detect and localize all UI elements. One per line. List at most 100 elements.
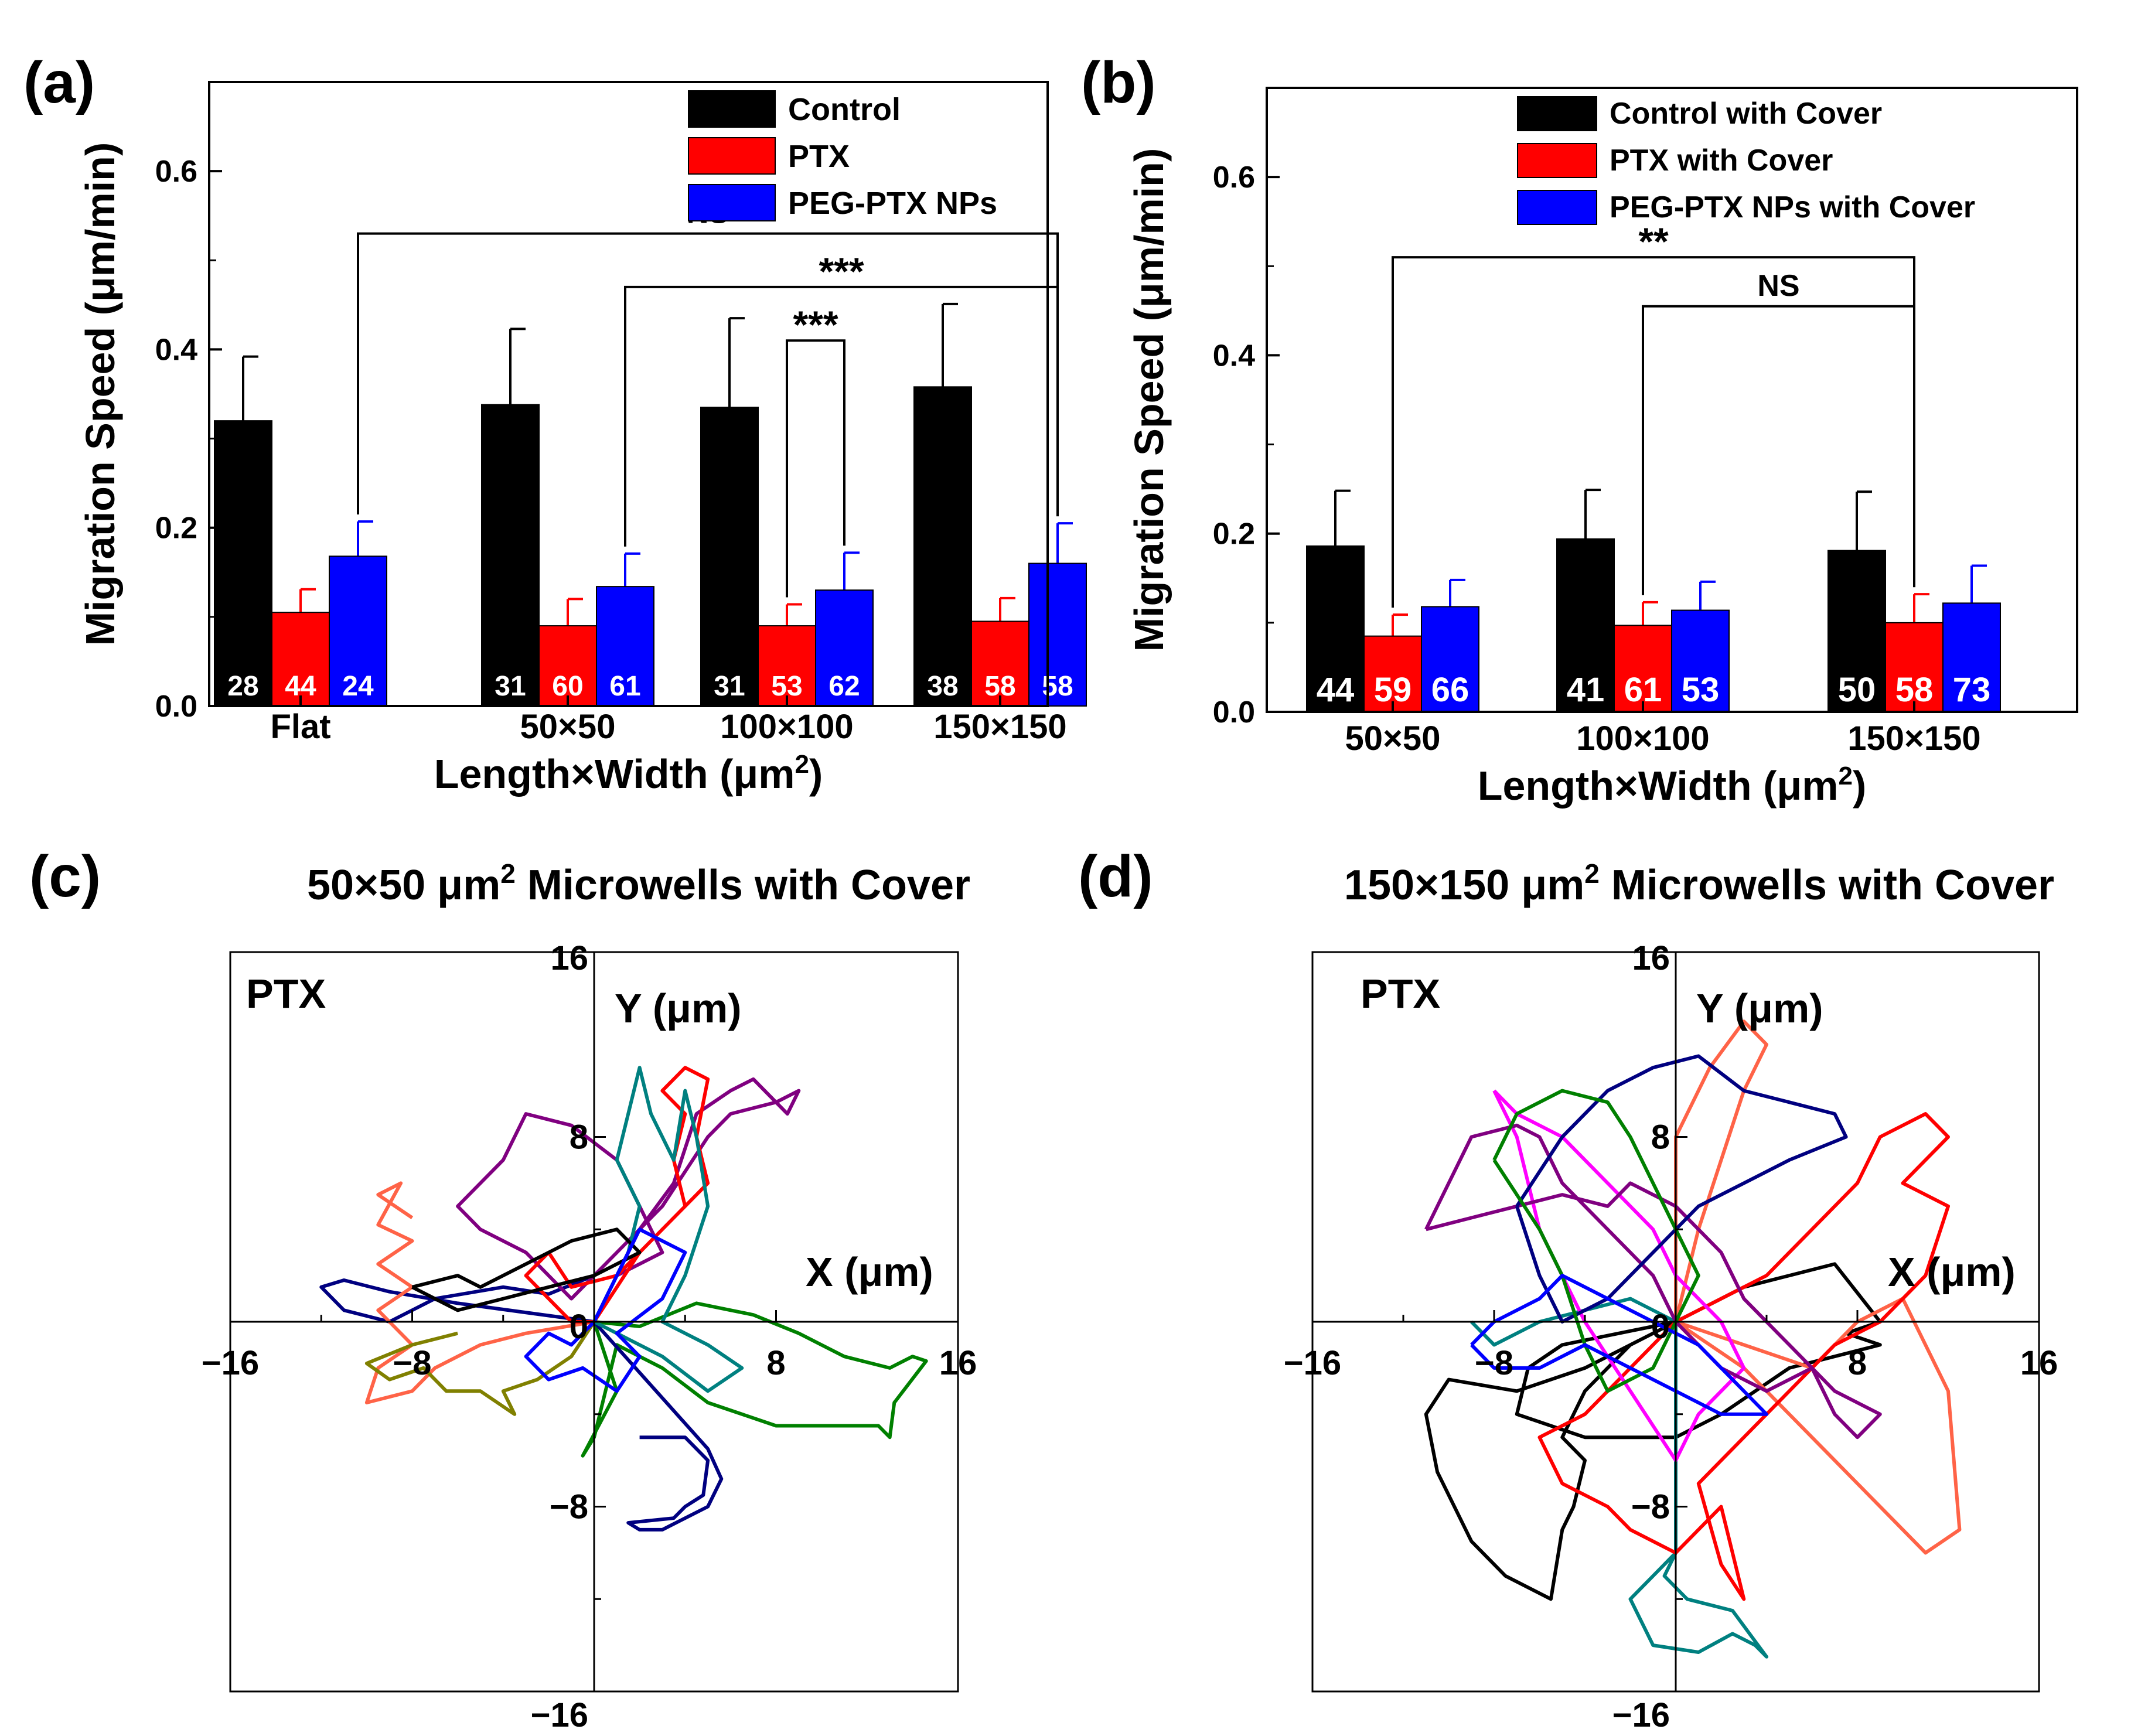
trajectory-c-1	[319, 1274, 724, 1532]
x-axis-title-d: X (μm)	[1888, 1249, 2016, 1295]
x-axis-title-c: X (μm)	[806, 1249, 933, 1295]
trajectory-d-3	[1537, 1112, 1950, 1601]
y-tick-label-d-4: −16	[1612, 1696, 1670, 1734]
significance-label-a-2: ***	[793, 303, 838, 346]
x-tick-label-b-1: 100×100	[1576, 719, 1709, 758]
trajectory-c-0	[581, 1301, 928, 1458]
y-tick-label-b-2: 0.4	[1213, 339, 1255, 373]
bar-b-2-1	[1671, 609, 1730, 712]
y-tick-label-b-3: 0.6	[1213, 161, 1255, 195]
y-tick-label-c-3: −8	[550, 1488, 588, 1526]
bar-a-2-1	[596, 586, 654, 707]
x-tick-label-a-3: 150×150	[933, 708, 1066, 746]
legend-swatch-a-1	[688, 137, 776, 175]
x-axis-title-b: Length×Width (μm2)	[1478, 762, 1867, 809]
n-label-a-0-2: 31	[714, 671, 745, 702]
x-tick-label-b-2: 150×150	[1847, 719, 1980, 758]
x-tick-label-b-0: 50×50	[1345, 719, 1441, 758]
legend-label-b-1: PTX with Cover	[1610, 144, 1833, 178]
trajectory-d-1	[1674, 1019, 1962, 1555]
n-label-a-0-3: 38	[927, 671, 958, 702]
plot-title-d: 150×150 μm2 Microwells with Cover	[1344, 858, 2054, 909]
bar-a-0-3	[913, 386, 972, 707]
bar-a-2-3	[1028, 562, 1087, 707]
panel-label-c: (c)	[29, 844, 101, 909]
origin-label-c: 0	[570, 1308, 588, 1346]
y-axis-title-b: Migration Speed (μm/min)	[1126, 148, 1172, 652]
n-label-b-0-1: 41	[1567, 671, 1605, 709]
legend-label-a-2: PEG-PTX NPs	[788, 186, 997, 221]
y-tick-label-a-0: 0.0	[155, 690, 197, 724]
legend-swatch-b-2	[1517, 190, 1597, 225]
trajectory-c-6	[592, 1066, 744, 1393]
x-tick-label-a-1: 50×50	[520, 708, 616, 746]
trajectory-d-6	[1515, 1054, 1848, 1324]
x-tick-label-c-3: 8	[766, 1344, 785, 1382]
panel-label-d: (d)	[1078, 844, 1153, 909]
inset-label-d: PTX	[1361, 971, 1440, 1017]
x-tick-label-a-0: Flat	[270, 708, 330, 746]
legend-swatch-b-1	[1517, 143, 1597, 178]
bar-b-2-0	[1421, 606, 1479, 712]
y-tick-label-d-0: 16	[1632, 939, 1670, 977]
y-tick-label-c-0: 16	[550, 939, 588, 977]
y-tick-label-c-4: −16	[531, 1696, 588, 1734]
bar-a-1-2	[758, 625, 816, 707]
bar-a-0-0	[214, 420, 272, 707]
trajectory-c-2	[364, 1181, 595, 1404]
plot-frame-b	[1266, 87, 2078, 713]
x-tick-label-d-3: 8	[1848, 1344, 1867, 1382]
n-label-a-2-1: 61	[609, 671, 640, 702]
x-tick-label-d-1: −8	[1475, 1344, 1513, 1382]
legend-swatch-a-2	[688, 184, 776, 221]
legend-swatch-b-0	[1517, 96, 1597, 131]
n-label-a-2-0: 24	[342, 671, 374, 702]
y-tick-label-d-1: 8	[1651, 1118, 1670, 1157]
n-label-b-2-2: 73	[1953, 671, 1991, 709]
plot-title-c: 50×50 μm2 Microwells with Cover	[307, 858, 970, 909]
y-axis-title-c: Y (μm)	[615, 985, 742, 1031]
n-label-b-0-2: 50	[1838, 671, 1876, 709]
plot-frame-a	[208, 81, 1049, 707]
n-label-b-2-1: 53	[1682, 671, 1720, 709]
significance-label-b-0: **	[1638, 220, 1669, 263]
bar-a-2-0	[329, 555, 387, 707]
trajectory-d-7	[1492, 1089, 1700, 1393]
bar-b-2-2	[1942, 602, 2001, 713]
bar-a-0-2	[700, 407, 759, 707]
bar-b-0-1	[1556, 538, 1615, 712]
trajectory-c-7	[411, 1227, 642, 1312]
legend-label-b-2: PEG-PTX NPs with Cover	[1610, 190, 1975, 224]
significance-bracket-b-1	[1642, 305, 1915, 595]
legend-label-a-1: PTX	[788, 139, 850, 174]
significance-bracket-a-1	[624, 285, 1059, 547]
n-label-b-0-0: 44	[1317, 671, 1355, 709]
y-tick-label-d-3: −8	[1631, 1488, 1670, 1526]
trajectory-d-8	[1470, 1274, 1768, 1416]
y-tick-label-a-2: 0.4	[155, 333, 197, 367]
n-label-a-0-1: 31	[495, 671, 526, 702]
x-tick-label-c-4: 16	[939, 1344, 977, 1382]
y-axis-title-a: Migration Speed (μm/min)	[77, 142, 123, 646]
y-tick-label-a-1: 0.2	[155, 511, 197, 545]
x-tick-label-c-0: −16	[202, 1344, 259, 1382]
y-tick-label-b-0: 0.0	[1213, 695, 1255, 729]
significance-label-a-1: ***	[819, 250, 864, 293]
legend-swatch-a-0	[688, 90, 776, 128]
bar-b-1-1	[1614, 625, 1672, 712]
x-tick-label-a-2: 100×100	[720, 708, 853, 746]
y-tick-label-a-3: 0.6	[155, 155, 197, 189]
x-axis-title-a: Length×Width (μm2)	[434, 750, 823, 797]
legend-label-b-0: Control with Cover	[1610, 97, 1882, 131]
n-label-b-2-0: 66	[1431, 671, 1469, 709]
x-tick-label-d-4: 16	[2020, 1344, 2058, 1382]
inset-label-c: PTX	[246, 971, 326, 1017]
bar-a-1-3	[971, 620, 1029, 707]
y-axis-title-d: Y (μm)	[1696, 985, 1823, 1031]
origin-label-d: 0	[1651, 1308, 1670, 1346]
n-label-a-0-0: 28	[227, 671, 258, 702]
x-tick-label-d-0: −16	[1284, 1344, 1341, 1382]
bar-b-0-2	[1827, 550, 1886, 712]
significance-label-b-1: NS	[1757, 269, 1799, 303]
